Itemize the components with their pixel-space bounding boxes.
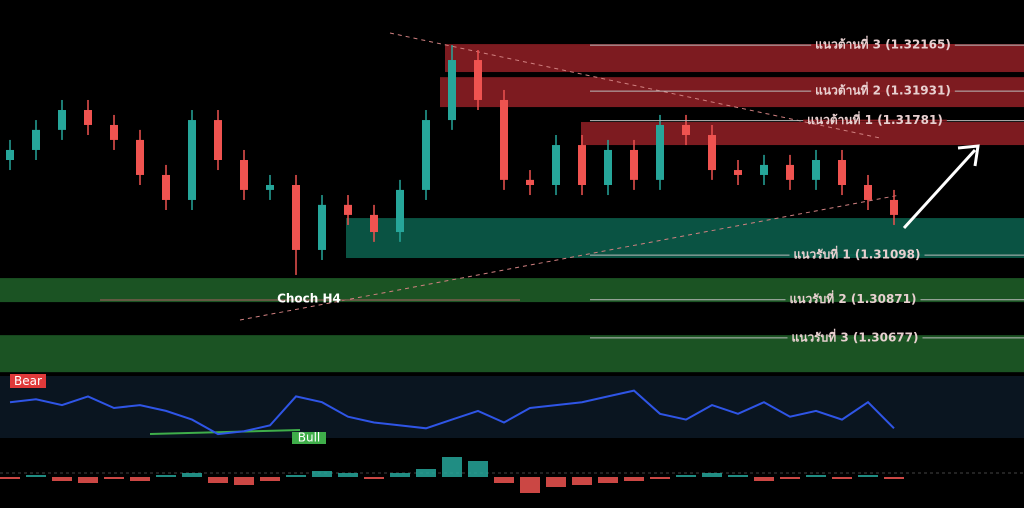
candle-body (214, 120, 222, 161)
level-label: แนวต้านที่ 2 (1.31931) (815, 82, 951, 98)
histogram-bar (572, 477, 592, 485)
histogram-bar (260, 477, 280, 481)
level-label: แนวรับที่ 2 (1.30871) (790, 290, 917, 306)
bear-tag (10, 374, 46, 388)
histogram-bar (858, 475, 878, 477)
zone (0, 335, 1024, 373)
candle-body (552, 145, 560, 185)
level-label: แนวรับที่ 1 (1.31098) (794, 246, 921, 262)
histogram-bar (338, 473, 358, 477)
histogram-bar (416, 469, 436, 477)
candle-body (630, 149, 638, 180)
candle-body (604, 149, 612, 185)
candle-body (58, 110, 66, 130)
candle-body (760, 164, 768, 175)
candle-body (136, 139, 144, 175)
candle-body (422, 120, 430, 190)
candle-body (110, 124, 118, 140)
histogram-bar (390, 473, 410, 477)
candle-body (448, 60, 456, 121)
candle-body (396, 189, 404, 233)
arrow-head (957, 144, 980, 167)
histogram-bar (312, 471, 332, 477)
histogram-bar (832, 477, 852, 479)
label-bg (785, 298, 921, 301)
candle-body (292, 185, 300, 250)
histogram-bar (364, 477, 384, 479)
zone (346, 218, 1024, 259)
candle-body (188, 120, 196, 200)
histogram-bar (234, 477, 254, 485)
histogram-bar (182, 473, 202, 477)
zone (581, 122, 1024, 146)
histogram-bar (26, 475, 46, 477)
oscillator-line (9, 389, 895, 436)
histogram-bar (78, 477, 98, 483)
histogram-bar (780, 477, 800, 479)
histogram-bar (884, 477, 904, 479)
candle-body (162, 174, 170, 200)
histogram-bar (728, 475, 748, 477)
level-label: แนวต้านที่ 1 (1.31781) (807, 111, 943, 127)
zone (445, 44, 1024, 73)
histogram-bar (806, 475, 826, 477)
arrow (902, 148, 977, 230)
candle-body (318, 204, 326, 250)
candle-body (578, 145, 586, 185)
histogram-bar (520, 477, 540, 493)
histogram-bar (650, 477, 670, 479)
candle-body (240, 160, 248, 190)
candle-body (708, 135, 716, 171)
histogram-bar (52, 477, 72, 481)
label-bg (811, 90, 955, 93)
candle-body (812, 160, 820, 180)
candle-body (734, 170, 742, 175)
label-bg (811, 44, 955, 47)
level-label: แนวต้านที่ 3 (1.32165) (815, 36, 951, 52)
candle-body (6, 149, 14, 161)
histogram-bar (208, 477, 228, 483)
histogram-bar (130, 477, 150, 481)
label-bg (789, 254, 925, 257)
histogram-bar (468, 461, 488, 477)
candle-body (500, 99, 508, 180)
histogram-bar (104, 477, 124, 479)
histogram-bar (754, 477, 774, 481)
label-bg (803, 119, 947, 122)
divergence-line (149, 429, 301, 435)
candle-body (890, 199, 898, 215)
histogram-bar (442, 457, 462, 477)
histogram-bar (0, 477, 20, 479)
histogram-bar (676, 475, 696, 477)
bull-label: Bull (298, 431, 321, 445)
histogram-bar (624, 477, 644, 481)
candle-body (344, 204, 352, 215)
candle-body (84, 110, 92, 125)
candle-body (370, 214, 378, 233)
annotation: Choch H4 (277, 292, 341, 306)
candle-body (864, 185, 872, 200)
histogram-bar (598, 477, 618, 483)
zone (0, 278, 1024, 303)
candle-body (786, 164, 794, 180)
label-bg (787, 336, 923, 339)
candle-body (682, 124, 690, 136)
histogram-bar (156, 475, 176, 477)
histogram-bar (286, 475, 306, 477)
histogram-bar (494, 477, 514, 483)
bear-label: Bear (14, 374, 42, 388)
level-label: แนวรับที่ 3 (1.30677) (792, 328, 919, 344)
bull-tag (292, 432, 326, 444)
candle-body (32, 129, 40, 150)
candle-body (656, 124, 664, 180)
candle-body (266, 185, 274, 190)
candle-body (526, 179, 534, 185)
histogram-bar (702, 473, 722, 477)
oscillator-pane (0, 376, 1024, 438)
candle-body (474, 60, 482, 100)
candle-body (838, 160, 846, 185)
histogram-bar (546, 477, 566, 487)
